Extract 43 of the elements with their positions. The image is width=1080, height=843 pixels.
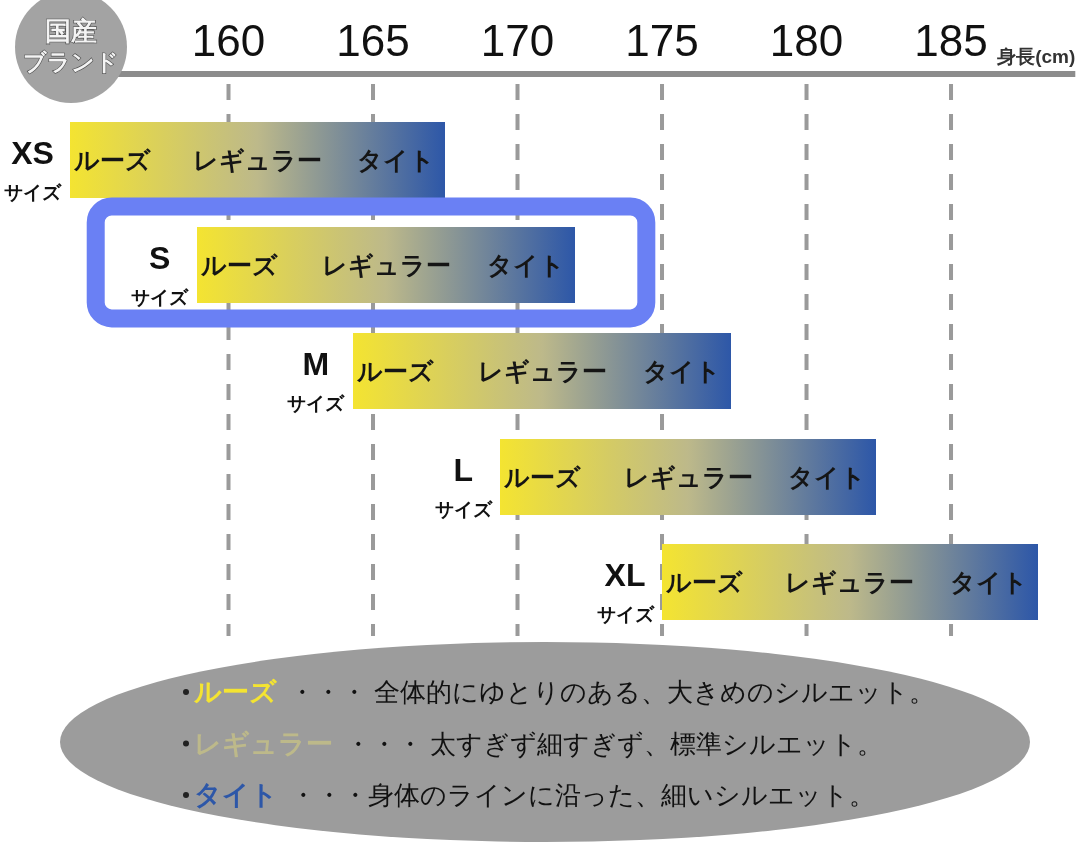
x-axis-title: 身長(cm) (996, 46, 1076, 67)
text: ・・・身体のラインに沿った、細いシルエット。 (290, 780, 875, 810)
y-tick-label: L サイズ (434, 451, 493, 520)
y-tick-label: M サイズ (287, 345, 346, 414)
bar (352, 332, 480, 410)
text: ルーズ (73, 145, 151, 174)
text: ルーズ (356, 357, 434, 385)
legend-label: タイト (194, 780, 278, 810)
bar (69, 121, 194, 198)
text: ルーズ (200, 251, 278, 280)
text: タイト (787, 462, 866, 491)
text: タイト (487, 251, 566, 280)
y-tick-label: S サイズ (131, 240, 190, 309)
bar (448, 227, 576, 304)
bar (320, 121, 446, 198)
text: ルーズ (504, 462, 582, 491)
x-tick-label: 175 (625, 16, 699, 65)
text: レギュラー (477, 357, 607, 385)
text: タイト (643, 357, 722, 385)
text: レギュラー (321, 251, 451, 280)
x-tick-label: 180 (769, 16, 844, 65)
text: ・・・ 太すぎず細すぎず、標準シルエット。 (345, 728, 884, 759)
bar (662, 544, 787, 621)
bar (751, 438, 876, 515)
text: ・・・ 全体的にゆとりのある、大きめのシルエット。 (289, 677, 936, 707)
y-tick-label: XL サイズ (596, 557, 655, 626)
y-tick-label: XS サイズ (4, 134, 63, 203)
x-tick-label: 170 (480, 16, 555, 65)
bar (604, 332, 732, 410)
text: レギュラー (623, 462, 753, 491)
x-tick-label: 165 (336, 16, 410, 65)
bar (500, 438, 625, 515)
chart-title: 国産ブランド (23, 16, 119, 75)
text: ルーズ (666, 568, 744, 597)
text: タイト (357, 145, 436, 174)
x-tick-label: 160 (191, 16, 266, 65)
text: レギュラー (192, 145, 322, 174)
legend-label: ルーズ (193, 677, 278, 707)
x-tick-label: 185 (914, 16, 988, 65)
bar (196, 227, 324, 304)
bar (913, 544, 1038, 621)
text: タイト (949, 568, 1028, 597)
text: レギュラー (785, 568, 915, 597)
